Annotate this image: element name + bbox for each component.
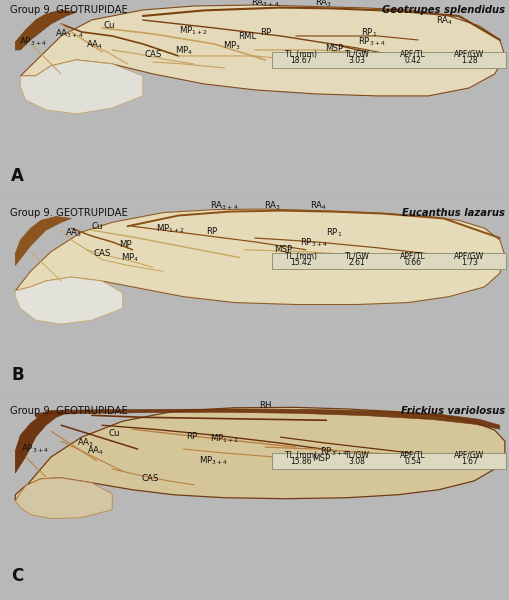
Text: CAS: CAS: [142, 475, 159, 484]
Text: RP$_1$: RP$_1$: [361, 27, 377, 39]
Text: RA$_3$: RA$_3$: [264, 199, 281, 212]
Text: APF/GW: APF/GW: [453, 50, 484, 59]
Text: 1.67: 1.67: [460, 457, 477, 466]
Text: MSP: MSP: [324, 44, 343, 53]
Polygon shape: [36, 409, 499, 429]
Text: 1.73: 1.73: [460, 257, 477, 266]
Text: Group 9. GEOTRUPIDAE: Group 9. GEOTRUPIDAE: [10, 5, 128, 15]
Text: RP$_{3+4}$: RP$_{3+4}$: [358, 36, 385, 48]
Text: MP$_3$: MP$_3$: [222, 40, 241, 52]
Text: AP$_{3+4}$: AP$_{3+4}$: [21, 443, 48, 455]
Text: RA$_{3+4}$: RA$_{3+4}$: [250, 0, 279, 9]
Text: TL (mm): TL (mm): [285, 50, 316, 59]
Polygon shape: [15, 209, 504, 305]
Text: RP$_1$: RP$_1$: [325, 227, 342, 239]
Polygon shape: [20, 60, 143, 114]
Text: MP$_{1+2}$: MP$_{1+2}$: [156, 223, 185, 235]
Text: TL/GW: TL/GW: [344, 451, 369, 460]
Text: (Fabricius): (Fabricius): [504, 5, 509, 15]
Text: RP: RP: [259, 28, 270, 37]
Text: RP: RP: [206, 227, 217, 236]
Text: TL (mm): TL (mm): [285, 451, 316, 460]
Text: APF/GW: APF/GW: [453, 251, 484, 260]
Text: APF/TL: APF/TL: [400, 50, 425, 59]
Text: RA$_3$: RA$_3$: [315, 0, 332, 9]
Text: RA$_{3+4}$: RA$_{3+4}$: [210, 199, 238, 212]
Text: A: A: [11, 167, 24, 185]
Text: RML: RML: [238, 32, 256, 41]
Text: MSP: MSP: [273, 245, 292, 254]
FancyBboxPatch shape: [271, 52, 505, 68]
Polygon shape: [15, 217, 71, 265]
Polygon shape: [15, 412, 66, 473]
Text: Germain: Germain: [504, 406, 509, 416]
Text: 0.54: 0.54: [404, 457, 421, 466]
Text: MP: MP: [119, 241, 131, 250]
Text: 1.28: 1.28: [460, 56, 476, 65]
Polygon shape: [20, 5, 504, 96]
Text: 3.08: 3.08: [348, 457, 365, 466]
Text: APF/TL: APF/TL: [400, 251, 425, 260]
Polygon shape: [15, 277, 122, 324]
Text: TL/GW: TL/GW: [344, 50, 369, 59]
Polygon shape: [15, 407, 504, 500]
Text: MP$_4$: MP$_4$: [174, 44, 192, 57]
Text: 0.42: 0.42: [404, 56, 421, 65]
Text: Frickius variolosus: Frickius variolosus: [400, 406, 504, 416]
Text: MP$_{3+4}$: MP$_{3+4}$: [199, 455, 229, 467]
Text: CAS: CAS: [93, 249, 110, 258]
Text: RA$_4$: RA$_4$: [309, 199, 327, 212]
Text: Group 9. GEOTRUPIDAE: Group 9. GEOTRUPIDAE: [10, 208, 128, 218]
Text: RP$_{3+4}$: RP$_{3+4}$: [320, 446, 347, 458]
Text: AA$_3$: AA$_3$: [77, 437, 94, 449]
Text: AA$_4$: AA$_4$: [86, 39, 103, 51]
Text: Cu: Cu: [91, 222, 102, 231]
Text: APF/TL: APF/TL: [400, 451, 425, 460]
FancyBboxPatch shape: [271, 452, 505, 469]
Text: 3.03: 3.03: [348, 56, 365, 65]
Text: AP$_{3+4}$: AP$_{3+4}$: [19, 35, 47, 47]
Text: AA$_{3+4}$: AA$_{3+4}$: [54, 28, 83, 40]
Text: 15.86: 15.86: [290, 457, 311, 466]
Text: TL/GW: TL/GW: [344, 251, 369, 260]
Text: B: B: [11, 366, 24, 384]
Text: (Fabricius): (Fabricius): [504, 208, 509, 218]
Polygon shape: [15, 478, 112, 518]
Text: CAS: CAS: [144, 50, 161, 59]
Text: RP$_{3+4}$: RP$_{3+4}$: [299, 236, 327, 249]
Polygon shape: [15, 10, 76, 50]
Text: Eucanthus lazarus: Eucanthus lazarus: [401, 208, 504, 218]
Text: Geotrupes splendidus: Geotrupes splendidus: [381, 5, 504, 15]
FancyBboxPatch shape: [271, 253, 505, 269]
Text: MP$_4$: MP$_4$: [121, 251, 139, 264]
Text: TL (mm): TL (mm): [285, 251, 316, 260]
Text: RH: RH: [259, 401, 271, 410]
Text: 15.42: 15.42: [290, 257, 311, 266]
Text: 0.66: 0.66: [404, 257, 421, 266]
Text: MSP: MSP: [312, 454, 330, 463]
Text: MP$_{1+2}$: MP$_{1+2}$: [179, 25, 208, 37]
Text: 18.67: 18.67: [290, 56, 311, 65]
Text: Cu: Cu: [109, 428, 120, 437]
Text: Cu: Cu: [104, 22, 115, 31]
Text: AA$_3$: AA$_3$: [65, 227, 82, 239]
Text: Group 9. GEOTRUPIDAE: Group 9. GEOTRUPIDAE: [10, 406, 128, 416]
Text: C: C: [11, 567, 23, 585]
Text: AA$_4$: AA$_4$: [87, 445, 104, 457]
Text: 2.61: 2.61: [348, 257, 364, 266]
Text: RP: RP: [185, 431, 196, 440]
Text: APF/GW: APF/GW: [453, 451, 484, 460]
Text: MP$_{1+2}$: MP$_{1+2}$: [209, 433, 239, 445]
Text: RA$_4$: RA$_4$: [435, 15, 453, 27]
